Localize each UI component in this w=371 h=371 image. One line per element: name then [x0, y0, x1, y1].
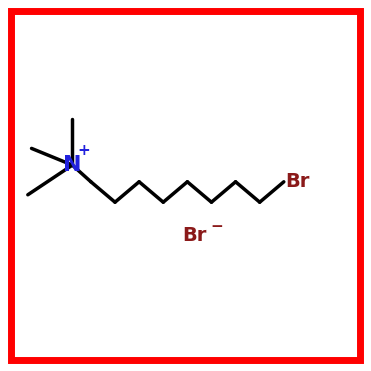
Text: Br: Br [286, 172, 310, 191]
Text: Br: Br [183, 226, 207, 245]
Text: −: − [211, 219, 223, 234]
Text: +: + [78, 144, 91, 158]
Text: N: N [63, 155, 82, 175]
